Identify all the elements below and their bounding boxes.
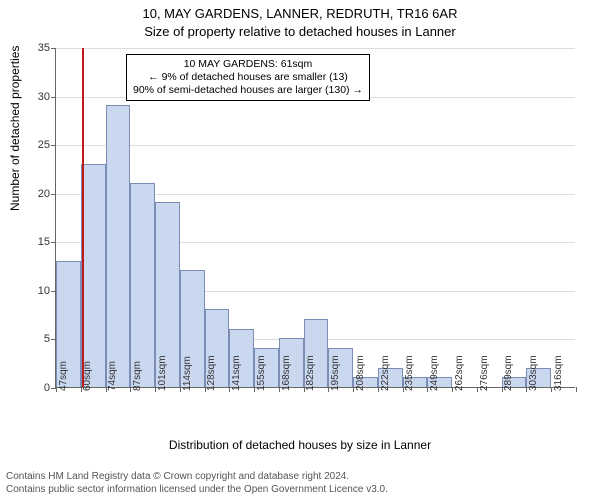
xtick-mark <box>279 387 280 392</box>
xtick-label: 47sqm <box>58 361 69 391</box>
gridline <box>56 48 575 49</box>
footer-line2: Contains public sector information licen… <box>6 484 388 497</box>
xtick-mark <box>155 387 156 392</box>
xtick-label: 182sqm <box>305 355 316 391</box>
ytick-mark <box>51 194 56 195</box>
xtick-label: 101sqm <box>157 355 168 391</box>
xtick-mark <box>477 387 478 392</box>
xtick-mark <box>254 387 255 392</box>
ytick-label: 5 <box>44 333 50 345</box>
annotation-line2: ← 9% of detached houses are smaller (13) <box>133 71 363 84</box>
plot-area: 0510152025303547sqm60sqm74sqm87sqm101sqm… <box>55 48 575 388</box>
chart-title-line1: 10, MAY GARDENS, LANNER, REDRUTH, TR16 6… <box>0 6 600 21</box>
footer-attribution: Contains HM Land Registry data © Crown c… <box>6 471 388 496</box>
ytick-mark <box>51 242 56 243</box>
y-axis-label: Number of detached properties <box>8 46 22 211</box>
xtick-label: 168sqm <box>281 355 292 391</box>
xtick-label: 114sqm <box>182 356 193 391</box>
xtick-label: 316sqm <box>553 355 564 391</box>
annotation-line3: 90% of semi-detached houses are larger (… <box>133 84 363 97</box>
xtick-label: 60sqm <box>82 361 93 391</box>
xtick-label: 222sqm <box>380 355 391 391</box>
xtick-label: 289sqm <box>503 355 514 391</box>
xtick-mark <box>576 387 577 392</box>
ytick-label: 25 <box>38 139 50 151</box>
histogram-bar <box>106 105 131 387</box>
annotation-line1: 10 MAY GARDENS: 61sqm <box>133 58 363 71</box>
histogram-bar <box>130 183 155 387</box>
ytick-label: 0 <box>44 382 50 394</box>
xtick-label: 235sqm <box>404 355 415 391</box>
xtick-label: 276sqm <box>479 355 490 391</box>
xtick-mark <box>353 387 354 392</box>
chart-title-line2: Size of property relative to detached ho… <box>0 24 600 39</box>
xtick-label: 128sqm <box>206 355 217 391</box>
gridline <box>56 145 575 146</box>
histogram-bar <box>81 164 106 387</box>
xtick-label: 74sqm <box>107 361 118 391</box>
x-axis-label: Distribution of detached houses by size … <box>0 438 600 452</box>
footer-line1: Contains HM Land Registry data © Crown c… <box>6 471 388 484</box>
xtick-mark <box>180 387 181 392</box>
ytick-label: 20 <box>38 188 50 200</box>
chart-container: 10, MAY GARDENS, LANNER, REDRUTH, TR16 6… <box>0 0 600 500</box>
xtick-mark <box>56 387 57 392</box>
ytick-label: 35 <box>38 42 50 54</box>
xtick-label: 249sqm <box>429 355 440 391</box>
reference-line <box>82 48 84 387</box>
xtick-mark <box>378 387 379 392</box>
ytick-label: 10 <box>38 285 50 297</box>
xtick-label: 155sqm <box>256 355 267 391</box>
xtick-label: 208sqm <box>355 355 366 391</box>
xtick-label: 262sqm <box>454 355 465 391</box>
xtick-label: 195sqm <box>330 355 341 391</box>
ytick-label: 15 <box>38 236 50 248</box>
xtick-label: 141sqm <box>231 355 242 391</box>
xtick-label: 87sqm <box>132 361 143 391</box>
xtick-label: 303sqm <box>528 355 539 391</box>
ytick-mark <box>51 97 56 98</box>
ytick-label: 30 <box>38 91 50 103</box>
annotation-box: 10 MAY GARDENS: 61sqm← 9% of detached ho… <box>126 54 370 101</box>
ytick-mark <box>51 145 56 146</box>
ytick-mark <box>51 48 56 49</box>
